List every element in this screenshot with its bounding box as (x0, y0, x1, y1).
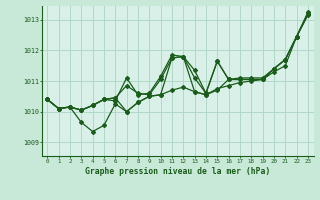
X-axis label: Graphe pression niveau de la mer (hPa): Graphe pression niveau de la mer (hPa) (85, 167, 270, 176)
